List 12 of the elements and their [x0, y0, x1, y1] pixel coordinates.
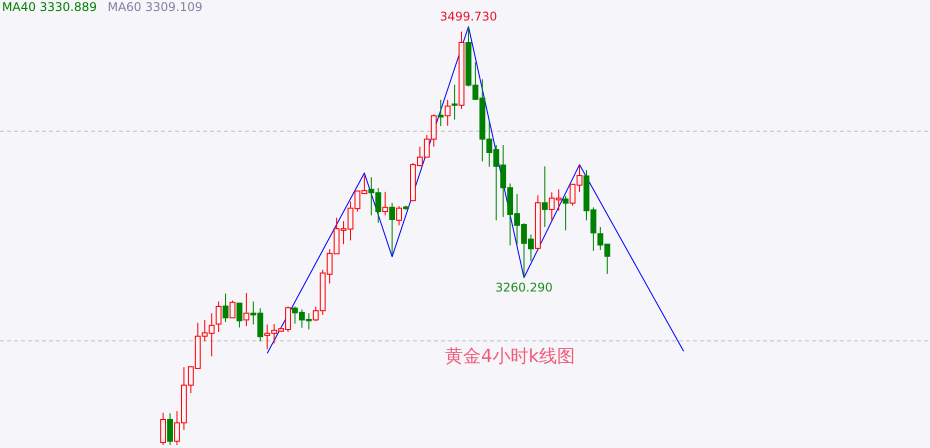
- candlestick: [452, 84, 458, 120]
- candlestick: [389, 202, 396, 256]
- annotation: 3260.290: [495, 280, 553, 295]
- candlestick: [167, 412, 173, 446]
- text: 黄金4小时k线图: [445, 346, 575, 367]
- text: MA60 3309.109: [108, 0, 203, 14]
- candlestick: [542, 166, 548, 228]
- candlestick: [216, 300, 222, 333]
- annotation: 3499.730: [440, 10, 498, 24]
- text: MA40 3330.889: [2, 0, 97, 14]
- candlestick: [382, 191, 388, 216]
- candlestick: [438, 99, 444, 127]
